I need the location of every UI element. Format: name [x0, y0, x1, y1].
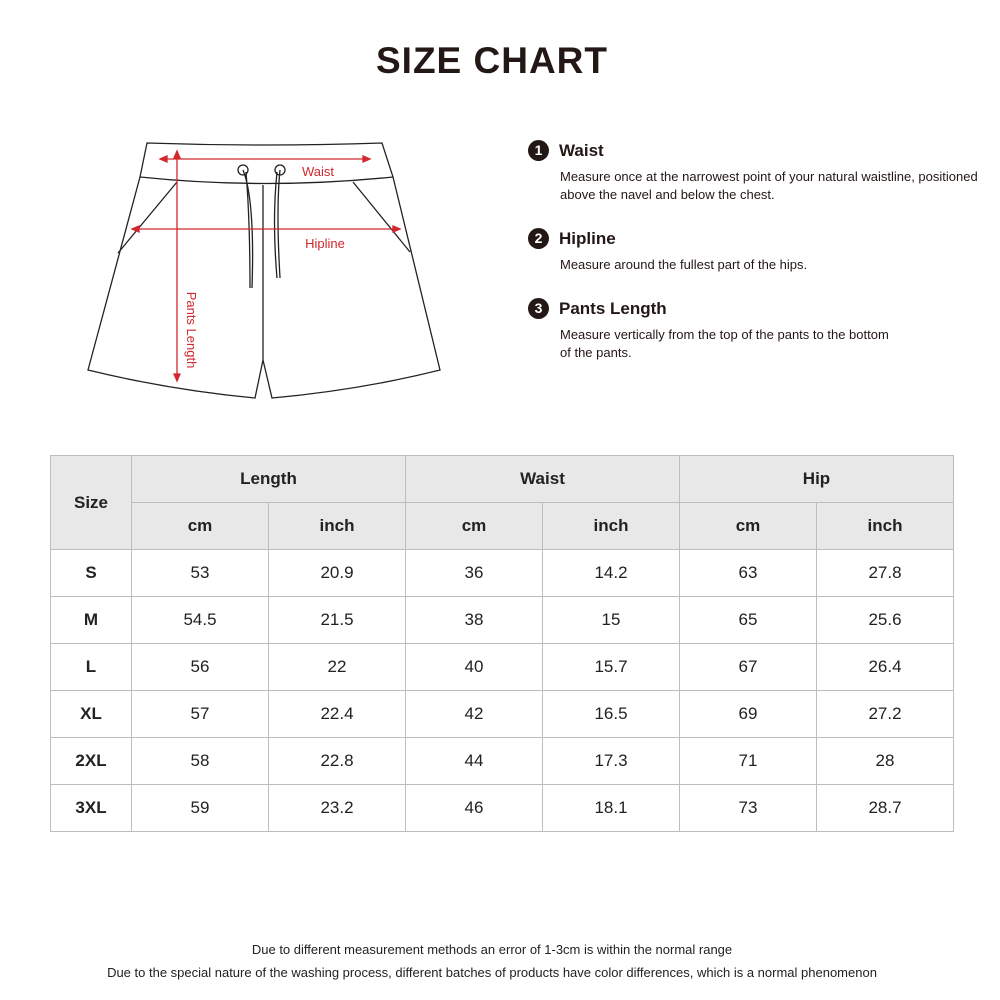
value-cell: 56 [131, 643, 269, 691]
waist-label: Waist [302, 164, 334, 179]
size-cell: L [50, 643, 132, 691]
size-cell: 2XL [50, 737, 132, 785]
value-cell: 23.2 [268, 784, 406, 832]
waistband [139, 142, 394, 185]
value-cell: 44 [405, 737, 543, 785]
size-cell: XL [50, 690, 132, 738]
pants-length-label: Pants Length [184, 292, 199, 369]
value-cell: 42 [405, 690, 543, 738]
value-cell: 15.7 [542, 643, 680, 691]
value-cell: 59 [131, 784, 269, 832]
measurement-title: Pants Length [559, 299, 667, 318]
value-cell: 22 [268, 643, 406, 691]
value-cell: 27.2 [816, 690, 954, 738]
value-cell: 57 [131, 690, 269, 738]
drawstring [242, 169, 281, 289]
value-cell: 58 [131, 737, 269, 785]
measurement-desc: Measure vertically from the top of the p… [560, 327, 889, 360]
value-cell: 63 [679, 549, 817, 597]
table-row: S 53 20.9 36 14.2 63 27.8 [50, 549, 954, 597]
table-row: 3XL 59 23.2 46 18.1 73 28.7 [50, 784, 954, 832]
value-cell: 28 [816, 737, 954, 785]
value-cell: 73 [679, 784, 817, 832]
value-cell: 26.4 [816, 643, 954, 691]
value-cell: 18.1 [542, 784, 680, 832]
shorts-body [87, 176, 441, 399]
unit-header: inch [542, 502, 680, 550]
unit-header: cm [679, 502, 817, 550]
size-cell: S [50, 549, 132, 597]
value-cell: 20.9 [268, 549, 406, 597]
measurement-desc: Measure once at the narrowest point of y… [560, 169, 978, 202]
value-cell: 16.5 [542, 690, 680, 738]
value-cell: 25.6 [816, 596, 954, 644]
value-cell: 21.5 [268, 596, 406, 644]
value-cell: 53 [131, 549, 269, 597]
value-cell: 22.4 [268, 690, 406, 738]
group-header: Length [131, 455, 406, 503]
number-badge: 1 [528, 140, 549, 161]
shorts-diagram: Waist Hipline Pants Length [87, 142, 441, 399]
value-cell: 71 [679, 737, 817, 785]
value-cell: 17.3 [542, 737, 680, 785]
note-color: Due to the special nature of the washing… [107, 965, 877, 980]
table-row: L 56 22 40 15.7 67 26.4 [50, 643, 954, 691]
size-table: Size Length Waist Hip cm inch cm inch cm inch… [50, 455, 954, 832]
measurement-desc: Measure around the fullest part of the h… [560, 257, 808, 272]
table-row: M 54.5 21.5 38 15 65 25.6 [50, 596, 954, 644]
value-cell: 14.2 [542, 549, 680, 597]
value-cell: 27.8 [816, 549, 954, 597]
page-title: SIZE CHART [376, 40, 608, 81]
size-cell: M [50, 596, 132, 644]
right-pocket [352, 181, 411, 253]
hipline-label: Hipline [305, 236, 345, 251]
unit-header: inch [816, 502, 954, 550]
group-header: Waist [405, 455, 680, 503]
value-cell: 28.7 [816, 784, 954, 832]
unit-header: inch [268, 502, 406, 550]
unit-header: cm [131, 502, 269, 550]
measurement-title: Hipline [559, 229, 616, 248]
value-cell: 15 [542, 596, 680, 644]
note-measurement: Due to different measurement methods an … [251, 942, 733, 957]
value-cell: 22.8 [268, 737, 406, 785]
value-cell: 36 [405, 549, 543, 597]
measurement-title: Waist [559, 141, 604, 160]
value-cell: 38 [405, 596, 543, 644]
size-header: Size [50, 455, 132, 550]
value-cell: 65 [679, 596, 817, 644]
value-cell: 46 [405, 784, 543, 832]
left-pocket [117, 181, 178, 254]
value-cell: 67 [679, 643, 817, 691]
unit-header: cm [405, 502, 543, 550]
number-badge: 2 [528, 228, 549, 249]
size-cell: 3XL [50, 784, 132, 832]
number-badge: 3 [528, 298, 549, 319]
value-cell: 40 [405, 643, 543, 691]
value-cell: 69 [679, 690, 817, 738]
table-row: 2XL 58 22.8 44 17.3 71 28 [50, 737, 954, 785]
table-row: XL 57 22.4 42 16.5 69 27.2 [50, 690, 954, 738]
value-cell: 54.5 [131, 596, 269, 644]
group-header: Hip [679, 455, 954, 503]
